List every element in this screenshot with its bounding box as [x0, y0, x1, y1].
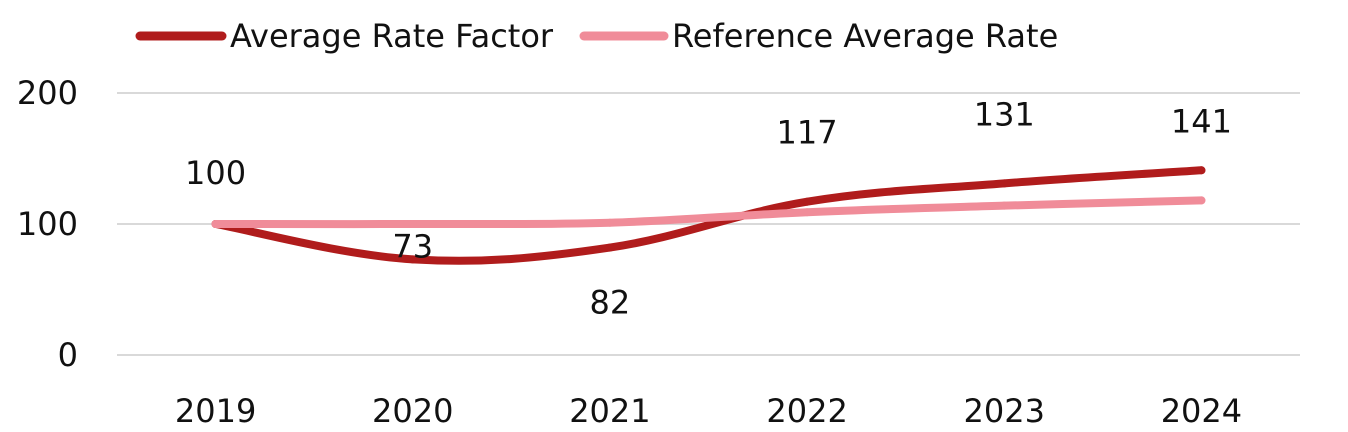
- data-point-reference-average-rate-2020: [408, 220, 417, 228]
- y-tick-label-200: 200: [17, 74, 78, 112]
- x-tick-label-2023: 2023: [964, 392, 1045, 430]
- data-label-2023: 131: [974, 95, 1035, 133]
- x-tick-label-2020: 2020: [372, 392, 453, 430]
- x-tick-label-2024: 2024: [1161, 392, 1242, 430]
- data-point-reference-average-rate-2023: [1000, 201, 1009, 210]
- data-point-average-rate-factor-2020: [408, 255, 417, 264]
- legend: Average Rate Factor Reference Average Ra…: [135, 17, 1058, 55]
- data-point-reference-average-rate-2024: [1197, 196, 1206, 205]
- x-tick-label-2021: 2021: [569, 392, 650, 430]
- data-labels: 100 73 82 117 131 141: [185, 95, 1232, 321]
- data-point-average-rate-factor-2021: [605, 243, 614, 252]
- data-label-2020: 73: [392, 227, 433, 265]
- data-point-average-rate-factor-2024: [1197, 166, 1206, 175]
- series-lines: [211, 166, 1206, 265]
- data-point-reference-average-rate-2021: [605, 218, 614, 227]
- data-point-average-rate-factor-2023: [1000, 179, 1009, 188]
- data-label-2024: 141: [1171, 102, 1232, 140]
- data-point-reference-average-rate-2022: [803, 208, 812, 217]
- data-point-average-rate-factor-2022: [803, 197, 812, 206]
- legend-item-average-rate-factor[interactable]: Average Rate Factor: [135, 17, 554, 55]
- data-label-2022: 117: [777, 114, 838, 152]
- data-point-reference-average-rate-2019: [211, 220, 220, 228]
- legend-label-reference-average-rate: Reference Average Rate: [672, 17, 1058, 55]
- y-tick-label-0: 0: [58, 336, 78, 374]
- series-line-average-rate-factor: [211, 166, 1206, 265]
- y-axis-tick-labels: 0 100 200: [17, 74, 78, 374]
- legend-label-average-rate-factor: Average Rate Factor: [230, 17, 554, 55]
- data-label-2021: 82: [590, 284, 631, 322]
- x-axis-tick-labels: 2019 2020 2021 2022 2023 2024: [175, 392, 1242, 430]
- x-tick-label-2022: 2022: [766, 392, 847, 430]
- x-tick-label-2019: 2019: [175, 392, 256, 430]
- legend-item-reference-average-rate[interactable]: Reference Average Rate: [579, 17, 1058, 55]
- data-label-2019: 100: [185, 154, 246, 192]
- y-tick-label-100: 100: [17, 205, 78, 243]
- series-line-reference-average-rate: [211, 196, 1206, 229]
